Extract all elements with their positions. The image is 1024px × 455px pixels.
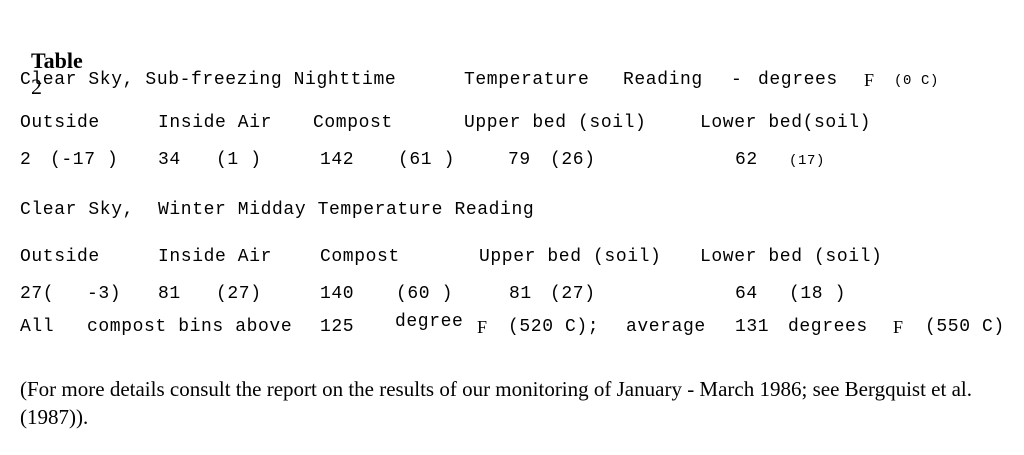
midday-upper-f: 81 bbox=[509, 284, 532, 304]
midday-col-outside: Outside bbox=[20, 247, 100, 267]
table-title: Table 2 bbox=[20, 22, 83, 100]
summary-degrees: degrees bbox=[788, 317, 868, 337]
summary-avg-value: 131 bbox=[735, 317, 770, 337]
night-col-outside: Outside bbox=[20, 113, 100, 133]
night-inside-f: 34 bbox=[158, 150, 181, 170]
midday-heading-part1: Clear Sky, bbox=[20, 200, 135, 220]
midday-lower-f: 64 bbox=[735, 284, 758, 304]
night-heading-unit-c: (0 C) bbox=[894, 73, 940, 89]
summary-value-c: (520 C); bbox=[508, 317, 600, 337]
night-outside-c: (-17 ) bbox=[50, 150, 119, 170]
night-heading-reading: Reading bbox=[623, 70, 703, 90]
night-inside-c: (1 ) bbox=[216, 150, 262, 170]
summary-bins: compost bins above bbox=[87, 317, 293, 337]
summary-avg-c: (550 C) bbox=[925, 317, 1005, 337]
summary-average: average bbox=[626, 317, 706, 337]
midday-compost-c: (60 ) bbox=[396, 284, 454, 304]
night-heading-part1: Clear Sky, Sub-freezing Nighttime bbox=[20, 70, 397, 90]
night-compost-f: 142 bbox=[320, 150, 355, 170]
night-col-compost: Compost bbox=[313, 113, 393, 133]
night-col-inside-air: Inside Air bbox=[158, 113, 273, 133]
summary-all: All bbox=[20, 317, 55, 337]
night-heading-unit-f: F bbox=[864, 70, 875, 90]
night-outside-f: 2 bbox=[20, 150, 32, 170]
night-upper-c: (26) bbox=[550, 150, 596, 170]
night-lower-f: 62 bbox=[735, 150, 758, 170]
summary-unit-f: F bbox=[477, 317, 488, 337]
footnote: (For more details consult the report on … bbox=[20, 377, 972, 429]
table-title-number: 2 bbox=[31, 74, 42, 99]
midday-outside-c: -3) bbox=[87, 284, 122, 304]
summary-value: 125 bbox=[320, 317, 355, 337]
night-heading-dash: - bbox=[731, 70, 743, 90]
midday-outside-f: 27( bbox=[20, 284, 55, 304]
summary-degree: degree bbox=[395, 312, 464, 332]
night-col-lower-bed: Lower bed(soil) bbox=[700, 113, 872, 133]
night-heading-temperature: Temperature bbox=[464, 70, 590, 90]
midday-upper-c: (27) bbox=[550, 284, 596, 304]
midday-inside-c: (27) bbox=[216, 284, 262, 304]
table-title-label: Table bbox=[31, 48, 83, 73]
midday-inside-f: 81 bbox=[158, 284, 181, 304]
midday-col-lower-bed: Lower bed (soil) bbox=[700, 247, 883, 267]
midday-lower-c: (18 ) bbox=[789, 284, 847, 304]
summary-avg-unit-f: F bbox=[893, 317, 904, 337]
night-lower-c: (17) bbox=[789, 153, 826, 169]
night-upper-f: 79 bbox=[508, 150, 531, 170]
night-compost-c: (61 ) bbox=[398, 150, 456, 170]
midday-col-compost: Compost bbox=[320, 247, 400, 267]
midday-heading-part2: Winter Midday Temperature Reading bbox=[158, 200, 535, 220]
night-heading-degrees: degrees bbox=[758, 70, 838, 90]
midday-col-inside-air: Inside Air bbox=[158, 247, 273, 267]
night-col-upper-bed: Upper bed (soil) bbox=[464, 113, 647, 133]
midday-col-upper-bed: Upper bed (soil) bbox=[479, 247, 662, 267]
midday-compost-f: 140 bbox=[320, 284, 355, 304]
